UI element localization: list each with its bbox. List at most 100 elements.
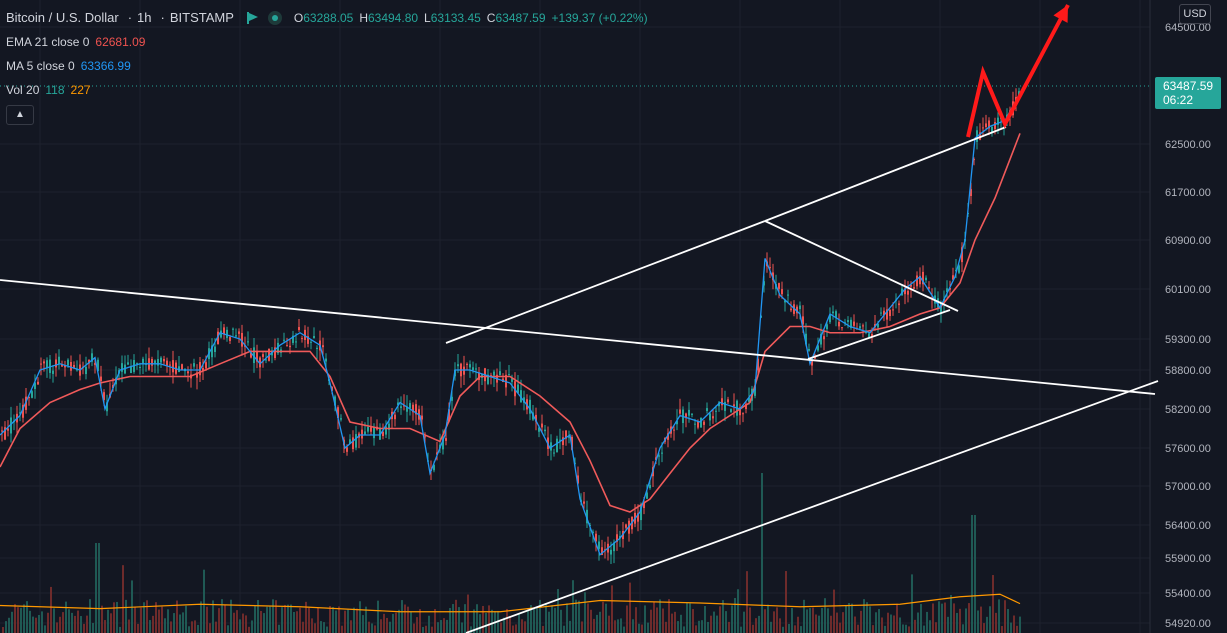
candle-body bbox=[769, 267, 771, 269]
candle-body bbox=[763, 281, 765, 286]
candle-body bbox=[787, 294, 789, 296]
volume-bar bbox=[1016, 625, 1018, 633]
volume-bar bbox=[209, 623, 211, 633]
ema-legend-row[interactable]: EMA 21 close 0 62681.09 bbox=[6, 30, 648, 54]
candle-body bbox=[1, 430, 3, 432]
volume-bar bbox=[737, 589, 739, 633]
candle-body bbox=[847, 320, 849, 322]
candle-body bbox=[640, 504, 642, 521]
candle-body bbox=[286, 345, 288, 347]
candle-body bbox=[433, 464, 435, 471]
volume-bar bbox=[959, 608, 961, 633]
candle-body bbox=[226, 329, 228, 338]
candle-body bbox=[28, 396, 30, 399]
candle-body bbox=[472, 367, 474, 371]
candle-body bbox=[916, 275, 918, 287]
vol-value: 118 bbox=[45, 83, 65, 97]
volume-bar bbox=[479, 614, 481, 633]
volume-bar bbox=[416, 617, 418, 633]
currency-button[interactable]: USD bbox=[1179, 4, 1211, 24]
volume-bar bbox=[395, 612, 397, 633]
candle-body bbox=[538, 427, 540, 432]
volume-bar bbox=[263, 613, 265, 633]
market-status-icon[interactable] bbox=[267, 11, 282, 25]
volume-bar bbox=[191, 621, 193, 633]
volume-bar bbox=[266, 606, 268, 633]
candle-body bbox=[235, 335, 237, 337]
volume-bar bbox=[179, 614, 181, 633]
vol-legend-row[interactable]: Vol 20 118 227 bbox=[6, 78, 648, 102]
volume-bar bbox=[65, 601, 67, 633]
volume-bar bbox=[989, 606, 991, 633]
candle-body bbox=[559, 439, 561, 441]
volume-bar bbox=[218, 608, 220, 633]
candle-body bbox=[523, 397, 525, 403]
candle-body bbox=[829, 314, 831, 323]
volume-bar bbox=[584, 592, 586, 633]
volume-bar bbox=[995, 612, 997, 633]
symbol-row: Bitcoin / U.S. Dollar · 1h · BITSTAMP O … bbox=[6, 6, 648, 30]
flag-icon[interactable] bbox=[246, 12, 258, 24]
symbol-name[interactable]: Bitcoin / U.S. Dollar bbox=[6, 10, 119, 25]
volume-bar bbox=[554, 607, 556, 633]
candle-body bbox=[808, 348, 810, 351]
volume-bar bbox=[686, 602, 688, 633]
candle-body bbox=[61, 364, 63, 367]
candle-body bbox=[493, 371, 495, 376]
exchange[interactable]: BITSTAMP bbox=[169, 10, 234, 25]
volume-bar bbox=[224, 605, 226, 633]
candle-body bbox=[733, 404, 735, 407]
interval[interactable]: 1h bbox=[137, 10, 152, 25]
trend-line bbox=[764, 126, 1007, 222]
volume-bar bbox=[251, 620, 253, 633]
volume-bar bbox=[98, 543, 100, 633]
volume-bar bbox=[14, 604, 16, 633]
candle-body bbox=[550, 442, 552, 451]
candle-body bbox=[859, 326, 861, 329]
volume-bar bbox=[914, 619, 916, 633]
candle-body bbox=[637, 513, 639, 522]
volume-bar bbox=[935, 622, 937, 633]
volume-bar bbox=[344, 610, 346, 633]
candle-body bbox=[346, 447, 348, 452]
volume-bar bbox=[86, 615, 88, 633]
volume-bar bbox=[773, 611, 775, 633]
volume-bar bbox=[821, 608, 823, 633]
volume-bar bbox=[260, 610, 262, 633]
candle-body bbox=[853, 321, 855, 326]
candle-body bbox=[784, 300, 786, 303]
volume-bar bbox=[233, 612, 235, 633]
ma-legend-row[interactable]: MA 5 close 0 63366.99 bbox=[6, 54, 648, 78]
candle-body bbox=[610, 549, 612, 555]
candle-body bbox=[172, 360, 174, 373]
volume-bar bbox=[569, 620, 571, 633]
volume-bar bbox=[899, 617, 901, 633]
candle-body bbox=[352, 437, 354, 450]
volume-bar bbox=[875, 612, 877, 633]
volume-bar bbox=[1013, 615, 1015, 633]
volume-bar bbox=[410, 611, 412, 633]
candle-body bbox=[799, 305, 801, 310]
candle-body bbox=[289, 345, 291, 348]
candle-body bbox=[871, 334, 873, 337]
collapse-legend-button[interactable]: ▲ bbox=[6, 105, 34, 125]
ma-value: 63366.99 bbox=[80, 59, 131, 73]
volume-bar bbox=[443, 618, 445, 633]
volume-bar bbox=[257, 600, 259, 633]
volume-bar bbox=[170, 621, 172, 633]
volume-bar bbox=[149, 620, 151, 633]
candle-body bbox=[955, 269, 957, 272]
volume-bar bbox=[734, 598, 736, 633]
volume-bar bbox=[455, 599, 457, 633]
volume-bar bbox=[200, 601, 202, 633]
last-price-tag: 63487.59 06:22 bbox=[1155, 77, 1221, 109]
chevron-up-icon: ▲ bbox=[15, 109, 25, 120]
volume-bar bbox=[134, 607, 136, 633]
candle-body bbox=[910, 284, 912, 287]
candle-body bbox=[742, 413, 744, 415]
candle-body bbox=[100, 376, 102, 382]
volume-bar bbox=[254, 605, 256, 633]
volume-bar bbox=[461, 622, 463, 633]
